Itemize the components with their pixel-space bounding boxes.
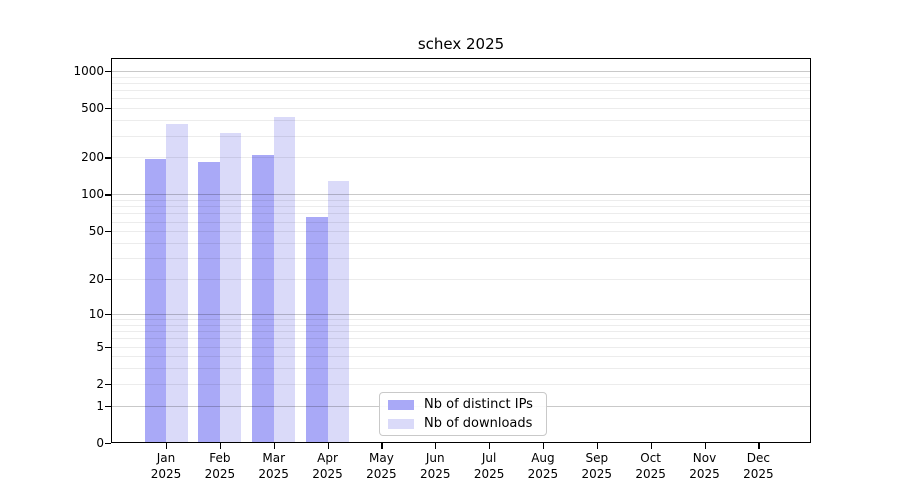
y-tick-label: 200 [81, 150, 104, 165]
legend-swatch-distinct-ips [388, 399, 414, 410]
legend-label-distinct-ips: Nb of distinct IPs [424, 396, 533, 412]
x-tick-label-jan: Jan 2025 [150, 451, 182, 481]
bar-distinct-ips-apr [306, 216, 328, 443]
minor-gridline [111, 221, 811, 223]
x-tick-label-dec: Dec 2025 [743, 451, 774, 481]
x-tick-mark [273, 443, 275, 449]
bar-distinct-ips-jan [144, 158, 166, 443]
x-tick-mark [219, 443, 222, 449]
minor-gridline [111, 206, 811, 208]
y-tick-mark [105, 194, 111, 196]
minor-gridline [111, 279, 811, 281]
y-tick-mark [105, 346, 111, 348]
minor-gridline [111, 82, 811, 84]
minor-gridline [111, 383, 811, 385]
bar-downloads-feb [219, 133, 242, 443]
x-tick-mark [542, 443, 545, 449]
legend-row-downloads: Nb of downloads [388, 414, 538, 433]
y-tick-mark [105, 405, 111, 407]
legend-label-downloads: Nb of downloads [424, 415, 533, 431]
minor-gridline [111, 231, 811, 233]
y-tick-mark [105, 157, 111, 159]
minor-gridline [111, 243, 811, 244]
y-tick-mark [105, 108, 111, 110]
x-tick-label-jul: Jul 2025 [473, 451, 505, 481]
bar-distinct-ips-mar [252, 155, 274, 443]
minor-gridline [111, 157, 811, 159]
minor-gridline [111, 98, 811, 100]
y-tick-mark [105, 231, 111, 233]
y-tick-mark [105, 279, 111, 281]
minor-gridline [111, 324, 811, 326]
y-tick-mark [105, 443, 111, 445]
minor-gridline [111, 338, 811, 340]
y-tick-mark [105, 70, 111, 73]
bar-downloads-jan [166, 123, 188, 443]
y-tick-label: 0 [96, 436, 104, 450]
minor-gridline [111, 108, 811, 110]
x-tick-mark [758, 443, 760, 449]
x-tick-mark [596, 443, 598, 449]
x-tick-label-oct: Oct 2025 [635, 451, 666, 481]
minor-gridline [111, 319, 811, 320]
y-tick-label: 1000 [73, 63, 104, 78]
y-tick-label: 100 [81, 187, 104, 202]
bars-layer [111, 58, 811, 443]
y-tick-mark [105, 383, 111, 386]
x-tick-mark [166, 443, 168, 449]
minor-gridline [111, 76, 811, 78]
bar-downloads-apr [327, 180, 350, 443]
minor-gridline [111, 368, 811, 370]
major-gridline [111, 70, 811, 72]
x-tick-label-mar: Mar 2025 [258, 451, 289, 481]
x-tick-mark [489, 443, 491, 449]
y-tick-label: 50 [88, 224, 104, 239]
minor-gridline [111, 120, 811, 122]
y-tick-label: 1 [96, 398, 104, 413]
minor-gridline [111, 331, 811, 333]
x-tick-label-feb: Feb 2025 [204, 451, 236, 481]
x-tick-mark [704, 443, 706, 449]
x-tick-label-may: May 2025 [366, 451, 397, 481]
x-tick-mark [381, 443, 383, 449]
bar-distinct-ips-feb [198, 161, 220, 443]
legend-row-distinct-ips: Nb of distinct IPs [388, 395, 538, 414]
x-tick-mark [327, 443, 329, 449]
legend: Nb of distinct IPs Nb of downloads [379, 392, 547, 436]
x-tick-label-aug: Aug 2025 [527, 451, 559, 481]
chart-title: schex 2025 [417, 35, 505, 53]
major-gridline [111, 313, 811, 315]
minor-gridline [111, 213, 811, 215]
major-gridline [111, 194, 811, 196]
y-tick-mark [105, 313, 111, 316]
minor-gridline [111, 346, 811, 348]
x-tick-label-nov: Nov 2025 [689, 451, 720, 481]
grid-layer [111, 58, 811, 443]
minor-gridline [111, 356, 811, 358]
bar-downloads-mar [273, 116, 296, 443]
minor-gridline [111, 200, 811, 202]
minor-gridline [111, 90, 811, 92]
y-tick-label: 2 [96, 376, 104, 391]
y-tick-label: 500 [81, 101, 104, 116]
x-tick-mark [435, 443, 437, 449]
minor-gridline [111, 258, 811, 260]
y-tick-label: 20 [88, 272, 104, 287]
x-tick-label-sep: Sep 2025 [581, 451, 613, 481]
x-tick-label-jun: Jun 2025 [419, 451, 451, 481]
x-tick-label-apr: Apr 2025 [312, 451, 343, 481]
y-tick-label: 5 [96, 339, 104, 354]
minor-gridline [111, 135, 811, 137]
plot-area [111, 58, 811, 443]
legend-swatch-downloads [388, 418, 414, 429]
x-tick-mark [650, 443, 652, 449]
y-tick-label: 10 [88, 306, 104, 321]
